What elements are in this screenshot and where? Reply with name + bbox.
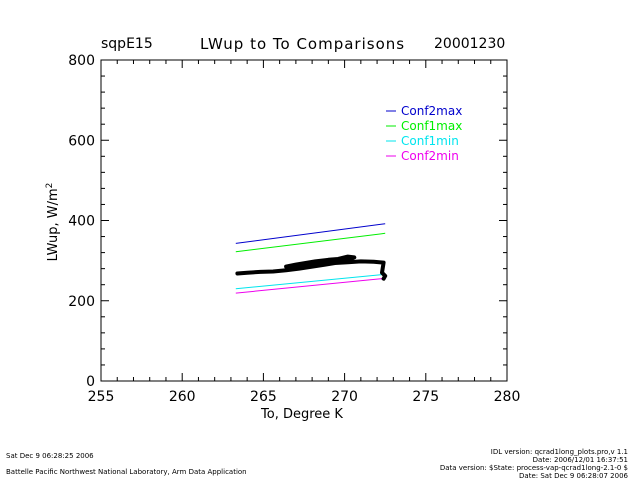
site-name: sqpE15 bbox=[101, 36, 153, 52]
footer-data-version: Data version: $State: process-vap-qcrad1… bbox=[439, 464, 628, 472]
footer-run-time: Sat Dec 9 06:28:25 2006 bbox=[6, 452, 94, 460]
x-axis-label: To, Degree K bbox=[260, 407, 343, 422]
y-tick-label: 0 bbox=[86, 374, 95, 390]
y-tick-label: 600 bbox=[68, 133, 95, 149]
observation-line bbox=[235, 254, 388, 281]
legend-label: Conf1max bbox=[401, 119, 462, 133]
series-line-conf2min bbox=[235, 277, 386, 294]
x-tick-label: 260 bbox=[169, 389, 196, 405]
footer-idl-version: IDL version: qcrad1long_plots.pro,v 1.1 bbox=[490, 448, 628, 456]
y-tick-label: 400 bbox=[68, 214, 95, 230]
legend-label: Conf1min bbox=[401, 134, 459, 148]
y-axis-label: LWup, W/m2 bbox=[45, 183, 61, 262]
footer-idl-date: Date: 2006/12/01 16:37:51 bbox=[532, 456, 628, 464]
legend-label: Conf2min bbox=[401, 149, 459, 163]
series-lines bbox=[235, 223, 386, 294]
footer-organization: Battelle Pacific Northwest National Labo… bbox=[6, 468, 247, 476]
x-tick-label: 255 bbox=[88, 389, 115, 405]
series-line-conf2max bbox=[235, 223, 386, 244]
y-tick-label: 800 bbox=[68, 53, 95, 69]
x-axis-ticks: 255 260 265 270 275 280 bbox=[88, 60, 521, 405]
chart-date: 20001230 bbox=[434, 36, 506, 52]
series-line-conf1max bbox=[235, 232, 386, 253]
y-tick-label: 200 bbox=[68, 294, 95, 310]
x-tick-label: 265 bbox=[250, 389, 277, 405]
x-tick-label: 280 bbox=[494, 389, 521, 405]
legend-label: Conf2max bbox=[401, 104, 462, 118]
x-tick-label: 275 bbox=[412, 389, 439, 405]
series-line-conf1min bbox=[235, 273, 386, 290]
x-tick-label: 270 bbox=[331, 389, 358, 405]
observation-trace bbox=[235, 254, 388, 281]
chart-title: LWup to To Comparisons bbox=[200, 35, 406, 53]
y-axis-ticks: 0 200 400 600 800 bbox=[68, 53, 507, 390]
footer-data-date: Date: Sat Dec 9 06:28:07 2006 bbox=[519, 472, 628, 480]
